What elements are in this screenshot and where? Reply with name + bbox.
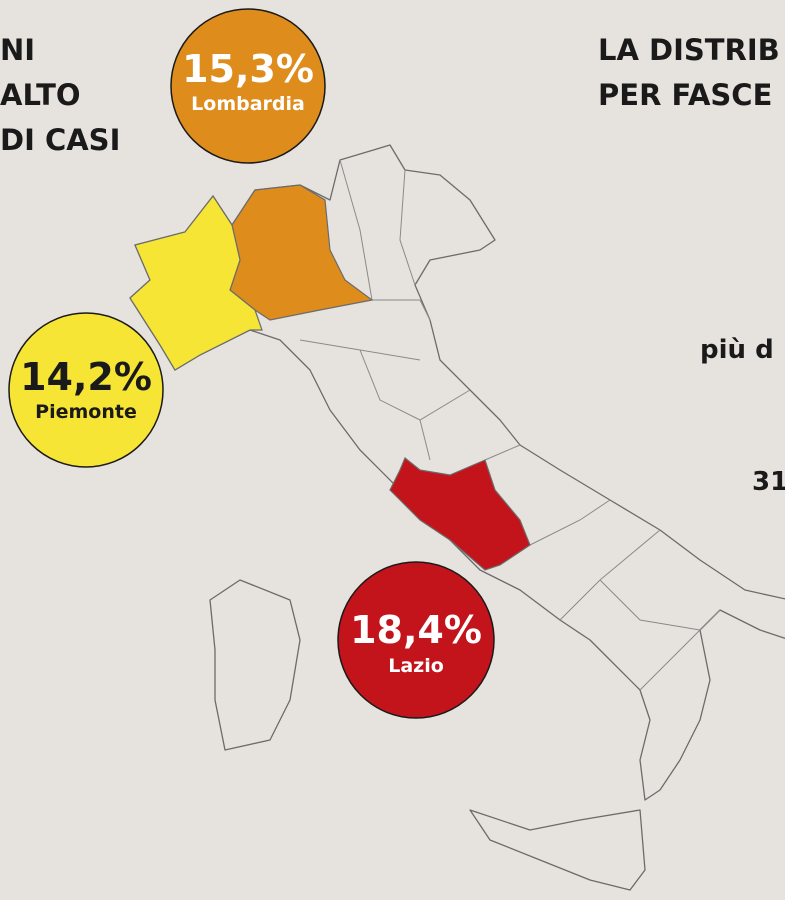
share: 15,3% (182, 47, 314, 91)
bubble (337, 561, 495, 719)
heading-line: LA DISTRIB (598, 33, 780, 67)
region-name: Lombardia (191, 93, 305, 115)
region-borders (299, 159, 721, 691)
heading-line: DI CASI (0, 123, 120, 157)
heading-line: NI (0, 33, 35, 67)
region-name: Piemonte (35, 401, 137, 423)
bubble-lazio: 18,4% Lazio (337, 561, 495, 719)
bubble (170, 8, 326, 164)
region-piemonte (129, 194, 263, 371)
side-text: più d (700, 335, 774, 365)
heading-line: ALTO (0, 78, 81, 112)
region-name: Lazio (388, 655, 444, 677)
bubble (8, 312, 164, 468)
side-text: 31 (752, 467, 785, 497)
share: 14,2% (20, 355, 152, 399)
bubble-piemonte: 14,2% Piemonte (8, 312, 164, 468)
sardinia (209, 579, 301, 751)
bubble-lombardia: 15,3% Lombardia (170, 8, 326, 164)
sicily (469, 809, 646, 891)
share: 18,4% (350, 608, 482, 652)
region-lazio (389, 457, 531, 571)
heading-line: PER FASCE (598, 78, 772, 112)
